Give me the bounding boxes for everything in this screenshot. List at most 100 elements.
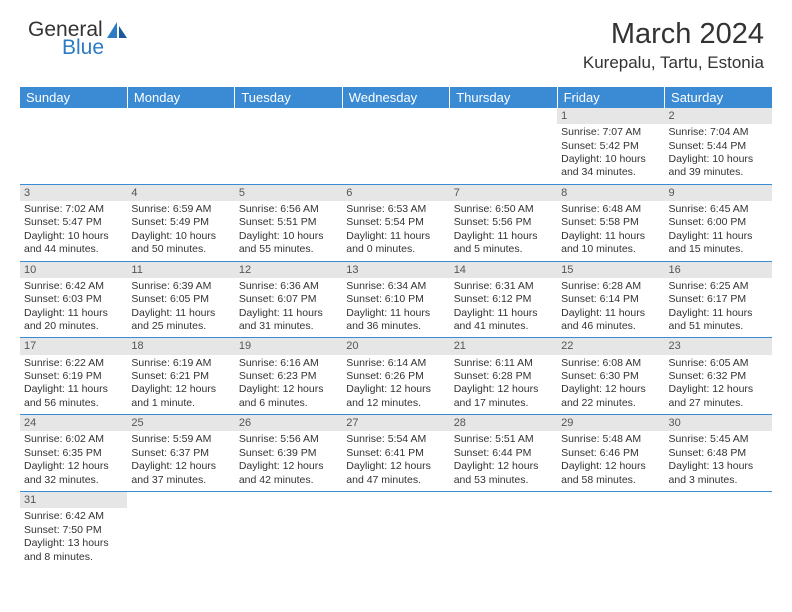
calendar-row: 31Sunrise: 6:42 AMSunset: 7:50 PMDayligh… xyxy=(20,492,772,568)
sunset-text: Sunset: 6:05 PM xyxy=(131,293,230,306)
calendar-cell: 19Sunrise: 6:16 AMSunset: 6:23 PMDayligh… xyxy=(235,338,342,415)
day-number: 21 xyxy=(450,338,557,354)
daylight-text: and 8 minutes. xyxy=(24,551,123,564)
sunrise-text: Sunrise: 6:59 AM xyxy=(131,203,230,216)
day-number: 6 xyxy=(342,185,449,201)
sunset-text: Sunset: 6:03 PM xyxy=(24,293,123,306)
sunset-text: Sunset: 6:19 PM xyxy=(24,370,123,383)
calendar-cell: 14 Sunrise: 6:31 AMSunset: 6:12 PMDayligh… xyxy=(450,261,557,338)
calendar-cell: 28Sunrise: 5:51 AMSunset: 6:44 PMDayligh… xyxy=(450,415,557,492)
calendar-cell: 2Sunrise: 7:04 AMSunset: 5:44 PMDaylight… xyxy=(665,108,772,184)
daylight-text: Daylight: 10 hours xyxy=(669,153,768,166)
sunrise-text: Sunrise: 6:31 AM xyxy=(454,280,553,293)
day-header: Wednesday xyxy=(342,87,449,108)
day-number: 25 xyxy=(127,415,234,431)
daylight-text: Daylight: 12 hours xyxy=(239,383,338,396)
calendar-cell xyxy=(342,108,449,184)
day-number: 5 xyxy=(235,185,342,201)
sunset-text: Sunset: 6:30 PM xyxy=(561,370,660,383)
sunrise-text: Sunrise: 5:51 AM xyxy=(454,433,553,446)
calendar-cell: 27Sunrise: 5:54 AMSunset: 6:41 PMDayligh… xyxy=(342,415,449,492)
daylight-text: and 37 minutes. xyxy=(131,474,230,487)
daylight-text: and 34 minutes. xyxy=(561,166,660,179)
calendar-cell xyxy=(450,108,557,184)
day-number: 17 xyxy=(20,338,127,354)
sunrise-text: Sunrise: 6:53 AM xyxy=(346,203,445,216)
sunset-text: Sunset: 6:35 PM xyxy=(24,447,123,460)
sunset-text: Sunset: 5:49 PM xyxy=(131,216,230,229)
sunset-text: Sunset: 6:12 PM xyxy=(454,293,553,306)
day-header: Sunday xyxy=(20,87,127,108)
sunset-text: Sunset: 6:23 PM xyxy=(239,370,338,383)
daylight-text: and 56 minutes. xyxy=(24,397,123,410)
sunrise-text: Sunrise: 6:34 AM xyxy=(346,280,445,293)
calendar-cell: 6Sunrise: 6:53 AMSunset: 5:54 PMDaylight… xyxy=(342,184,449,261)
day-header: Saturday xyxy=(665,87,772,108)
daylight-text: and 5 minutes. xyxy=(454,243,553,256)
calendar-cell xyxy=(235,492,342,568)
day-number: 1 xyxy=(557,108,664,124)
sunset-text: Sunset: 6:39 PM xyxy=(239,447,338,460)
title-block: March 2024 Kurepalu, Tartu, Estonia xyxy=(583,18,764,73)
daylight-text: Daylight: 10 hours xyxy=(561,153,660,166)
sunset-text: Sunset: 6:28 PM xyxy=(454,370,553,383)
sunset-text: Sunset: 6:17 PM xyxy=(669,293,768,306)
daylight-text: and 10 minutes. xyxy=(561,243,660,256)
daylight-text: and 22 minutes. xyxy=(561,397,660,410)
calendar-cell: 10Sunrise: 6:42 AMSunset: 6:03 PMDayligh… xyxy=(20,261,127,338)
sunset-text: Sunset: 5:58 PM xyxy=(561,216,660,229)
daylight-text: Daylight: 11 hours xyxy=(454,307,553,320)
calendar-cell xyxy=(450,492,557,568)
calendar-cell: 3Sunrise: 7:02 AMSunset: 5:47 PMDaylight… xyxy=(20,184,127,261)
calendar-table: Sunday Monday Tuesday Wednesday Thursday… xyxy=(20,87,772,568)
daylight-text: and 50 minutes. xyxy=(131,243,230,256)
daylight-text: Daylight: 12 hours xyxy=(346,460,445,473)
sunset-text: Sunset: 6:21 PM xyxy=(131,370,230,383)
sunset-text: Sunset: 6:44 PM xyxy=(454,447,553,460)
day-number: 28 xyxy=(450,415,557,431)
calendar-row: 24Sunrise: 6:02 AMSunset: 6:35 PMDayligh… xyxy=(20,415,772,492)
daylight-text: Daylight: 10 hours xyxy=(131,230,230,243)
sunset-text: Sunset: 5:44 PM xyxy=(669,140,768,153)
day-header: Friday xyxy=(557,87,664,108)
day-number: 30 xyxy=(665,415,772,431)
calendar-cell: 4 Sunrise: 6:59 AMSunset: 5:49 PMDaylight… xyxy=(127,184,234,261)
day-number: 22 xyxy=(557,338,664,354)
day-number: 4 xyxy=(127,185,234,201)
calendar-row: 1Sunrise: 7:07 AMSunset: 5:42 PMDaylight… xyxy=(20,108,772,184)
daylight-text: Daylight: 12 hours xyxy=(346,383,445,396)
daylight-text: and 46 minutes. xyxy=(561,320,660,333)
calendar-cell: 17Sunrise: 6:22 AMSunset: 6:19 PMDayligh… xyxy=(20,338,127,415)
daylight-text: Daylight: 11 hours xyxy=(131,307,230,320)
daylight-text: and 39 minutes. xyxy=(669,166,768,179)
daylight-text: and 6 minutes. xyxy=(239,397,338,410)
daylight-text: and 44 minutes. xyxy=(24,243,123,256)
daylight-text: and 42 minutes. xyxy=(239,474,338,487)
daylight-text: Daylight: 11 hours xyxy=(669,230,768,243)
daylight-text: and 0 minutes. xyxy=(346,243,445,256)
day-number: 29 xyxy=(557,415,664,431)
daylight-text: and 41 minutes. xyxy=(454,320,553,333)
sunrise-text: Sunrise: 6:16 AM xyxy=(239,357,338,370)
sunrise-text: Sunrise: 6:42 AM xyxy=(24,510,123,523)
sunset-text: Sunset: 7:50 PM xyxy=(24,524,123,537)
sunrise-text: Sunrise: 6:45 AM xyxy=(669,203,768,216)
sunrise-text: Sunrise: 6:48 AM xyxy=(561,203,660,216)
calendar-cell: 18Sunrise: 6:19 AMSunset: 6:21 PMDayligh… xyxy=(127,338,234,415)
calendar-cell xyxy=(235,108,342,184)
calendar-cell: 23Sunrise: 6:05 AMSunset: 6:32 PMDayligh… xyxy=(665,338,772,415)
day-header: Monday xyxy=(127,87,234,108)
calendar-cell: 26Sunrise: 5:56 AMSunset: 6:39 PMDayligh… xyxy=(235,415,342,492)
day-number: 14 xyxy=(450,262,557,278)
sunset-text: Sunset: 5:51 PM xyxy=(239,216,338,229)
sunrise-text: Sunrise: 7:02 AM xyxy=(24,203,123,216)
sunrise-text: Sunrise: 6:28 AM xyxy=(561,280,660,293)
daylight-text: Daylight: 10 hours xyxy=(24,230,123,243)
calendar-row: 10Sunrise: 6:42 AMSunset: 6:03 PMDayligh… xyxy=(20,261,772,338)
sunrise-text: Sunrise: 5:45 AM xyxy=(669,433,768,446)
daylight-text: Daylight: 12 hours xyxy=(131,460,230,473)
daylight-text: and 58 minutes. xyxy=(561,474,660,487)
header: General Blue March 2024 Kurepalu, Tartu,… xyxy=(0,0,792,81)
day-number: 23 xyxy=(665,338,772,354)
sunset-text: Sunset: 6:46 PM xyxy=(561,447,660,460)
